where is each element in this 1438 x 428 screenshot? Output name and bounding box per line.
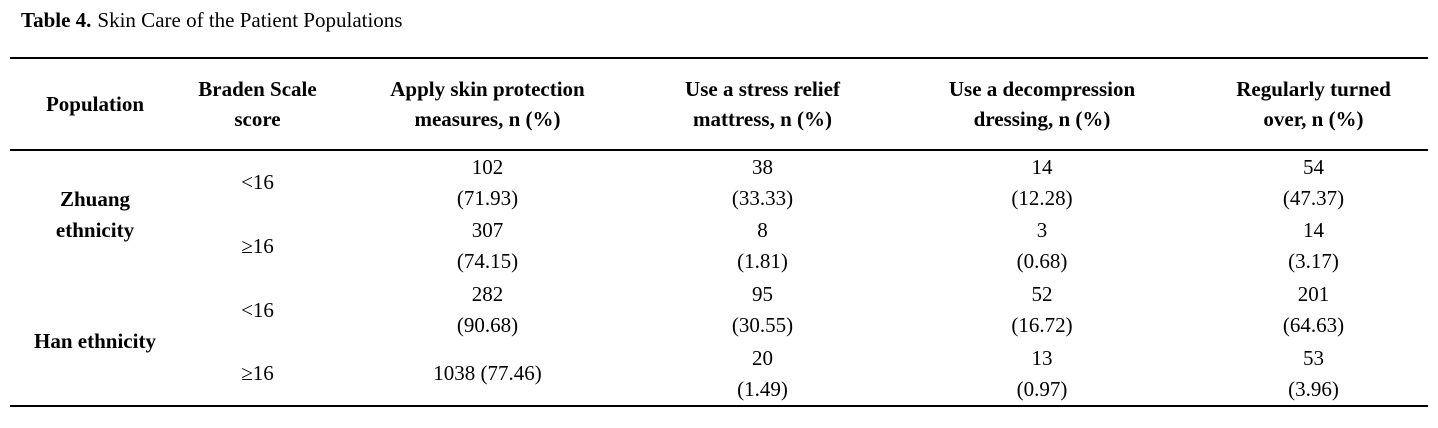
- value-pct: (47.37): [1282, 185, 1345, 210]
- value-pct: (64.63): [1282, 313, 1345, 337]
- value-pct: (33.33): [731, 185, 794, 210]
- cell-stress-mattress: 38 (33.33): [640, 150, 885, 214]
- column-header-regularly-turned: Regularly turned over, n (%): [1199, 58, 1428, 151]
- value-n: 102: [471, 154, 504, 179]
- value-n: 20: [752, 345, 773, 370]
- value-pct: (71.93): [456, 185, 519, 210]
- header-line: Regularly turned: [1236, 77, 1391, 101]
- population-line: ethnicity: [55, 217, 135, 242]
- cell-regularly-turned: 14 (3.17): [1199, 214, 1428, 278]
- column-header-skin-protection: Apply skin protection measures, n (%): [335, 58, 640, 151]
- value-n: 95: [752, 282, 773, 306]
- header-line: dressing, n (%): [973, 107, 1111, 131]
- table-caption-text: Skin Care of the Patient Populations: [97, 8, 403, 32]
- cell-stress-mattress: 8 (1.81): [640, 214, 885, 278]
- population-line: Han ethnicity: [34, 329, 156, 353]
- value-n: 282: [471, 282, 504, 306]
- value-pct: (3.17): [1288, 249, 1339, 273]
- cell-braden-score: <16: [241, 170, 274, 194]
- cell-regularly-turned: 201 (64.63): [1199, 278, 1428, 342]
- table-caption: Table 4. Skin Care of the Patient Populat…: [21, 7, 402, 33]
- cell-skin-protection: 307 (74.15): [335, 214, 640, 278]
- value-pct: (74.15): [456, 249, 519, 273]
- population-line: Zhuang: [59, 186, 131, 211]
- value-n: 14: [1031, 154, 1053, 179]
- cell-decompression-dressing: 13 (0.97): [885, 342, 1199, 406]
- cell-population-han: Han ethnicity: [10, 278, 180, 406]
- value-n: 52: [1031, 282, 1053, 306]
- column-header-population: Population: [10, 58, 180, 151]
- table-row-zhuang-lt16: Zhuang ethnicity <16 102 (71.93) 38 (33.…: [10, 150, 1428, 242]
- header-row: Population Braden Scale score Apply skin…: [10, 58, 1428, 151]
- column-header-braden-scale: Braden Scale score: [180, 58, 335, 151]
- header-line: over, n (%): [1263, 107, 1364, 131]
- header-line: Braden Scale: [198, 77, 317, 101]
- header-line: mattress, n (%): [692, 107, 832, 131]
- value-n: 201: [1297, 282, 1330, 306]
- header-line: Use a stress relief: [685, 77, 840, 101]
- header-line: Apply skin protection: [390, 77, 585, 101]
- value-pct: (0.68): [1016, 249, 1068, 273]
- table-row-zhuang-ge16: ≥16 307 (74.15) 8 (1.81) 3 (0.68) 14 (3.…: [10, 214, 1428, 278]
- value-n: 307: [471, 218, 504, 242]
- cell-stress-mattress: 95 (30.55): [640, 278, 885, 342]
- value-n: 3: [1036, 218, 1048, 242]
- header-line: Use a decompression: [948, 77, 1136, 101]
- value-pct: (0.97): [1016, 376, 1068, 401]
- value-pct: (16.72): [1011, 313, 1073, 337]
- header-line: measures, n (%): [414, 107, 561, 131]
- cell-population-zhuang: Zhuang ethnicity: [10, 150, 180, 278]
- cell-skin-protection: 1038 (77.46): [335, 342, 640, 406]
- cell-regularly-turned: 53 (3.96): [1199, 342, 1428, 406]
- value-pct: (12.28): [1011, 185, 1073, 210]
- cell-decompression-dressing: 14 (12.28): [885, 150, 1199, 214]
- value-pct: (30.55): [731, 313, 794, 337]
- cell-decompression-dressing: 3 (0.68): [885, 214, 1199, 278]
- value-pct: (1.49): [737, 376, 788, 401]
- column-header-stress-mattress: Use a stress relief mattress, n (%): [640, 58, 885, 151]
- value-n: 8: [757, 218, 768, 242]
- header-line: score: [234, 107, 281, 131]
- value-pct: (1.81): [737, 249, 788, 273]
- column-header-decompression-dressing: Use a decompression dressing, n (%): [885, 58, 1199, 151]
- value-n: 54: [1303, 154, 1324, 179]
- value-n: 53: [1303, 345, 1324, 370]
- value-n: 13: [1031, 345, 1053, 370]
- table-row-han-lt16: Han ethnicity <16 282 (90.68) 95 (30.55)…: [10, 278, 1428, 353]
- table-row-han-ge16: ≥16 1038 (77.46) 20 (1.49) 13 (0.97) 53 …: [10, 342, 1428, 406]
- cell-skin-protection: 282 (90.68): [335, 278, 640, 342]
- header-line: Population: [45, 92, 145, 116]
- cell-skin-protection: 102 (71.93): [335, 150, 640, 214]
- value-single: 1038 (77.46): [433, 361, 542, 385]
- value-pct: (3.96): [1288, 376, 1339, 401]
- cell-braden-score: ≥16: [241, 361, 274, 385]
- cell-braden-score: ≥16: [241, 233, 274, 258]
- cell-stress-mattress: 20 (1.49): [640, 342, 885, 406]
- table-caption-label: Table 4.: [21, 8, 92, 32]
- value-n: 38: [752, 154, 773, 179]
- value-n: 14: [1303, 218, 1324, 242]
- skin-care-table: Population Braden Scale score Apply skin…: [10, 57, 1428, 407]
- cell-braden-score: <16: [241, 297, 274, 322]
- value-pct: (90.68): [456, 313, 519, 337]
- cell-regularly-turned: 54 (47.37): [1199, 150, 1428, 214]
- cell-decompression-dressing: 52 (16.72): [885, 278, 1199, 342]
